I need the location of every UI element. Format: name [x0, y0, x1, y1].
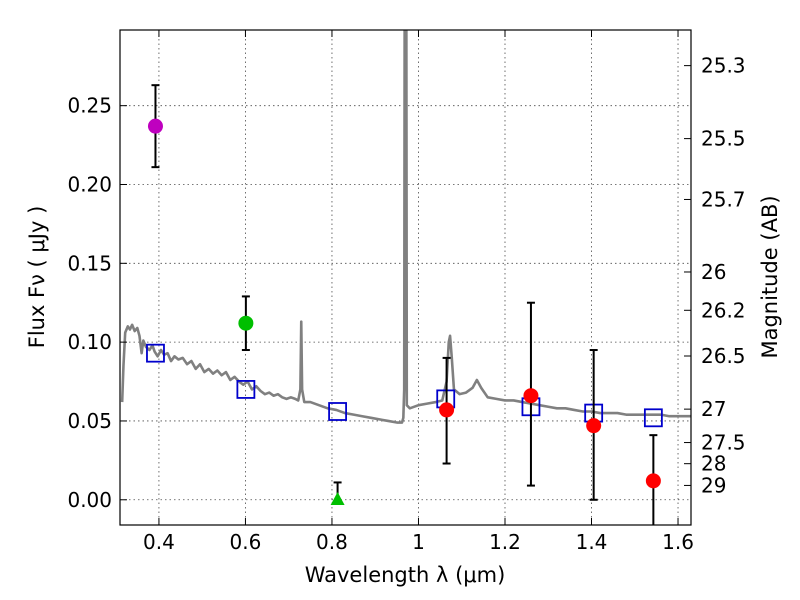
- right-tick-label: 27: [701, 397, 726, 421]
- y-axis-label: Flux Fν ( μJy ): [25, 206, 49, 349]
- x-tick-label: 1.4: [576, 530, 608, 554]
- right-tick-label: 25.7: [701, 187, 746, 211]
- x-axis-label: Wavelength λ (μm): [305, 563, 506, 587]
- x-tick-label: 0.8: [316, 530, 348, 554]
- y-tick-label: 0.00: [67, 488, 112, 512]
- ticks-layer: 0.4 0.6 0.8 1 1.2 1.4 1.6 0.00 0.05 0.10 0.15 0.20 0…: [67, 30, 746, 554]
- model-photometry-square: [643, 408, 663, 428]
- plot-frame: [119, 29, 692, 526]
- y-right-axis-label: Magnitude (AB): [758, 195, 782, 358]
- observed-point: [238, 315, 254, 331]
- x-tick-label: 0.4: [143, 530, 175, 554]
- observed-point: [523, 388, 539, 404]
- right-tick-label: 27.5: [701, 431, 746, 455]
- grid-layer: [120, 30, 691, 525]
- points-layer: [146, 84, 663, 525]
- observed-point: [586, 418, 602, 434]
- y-tick-label: 0.20: [67, 172, 112, 196]
- x-tick-label: 1.6: [662, 530, 694, 554]
- y-tick-label: 0.25: [67, 94, 112, 118]
- x-tick-label: 1: [412, 530, 425, 554]
- x-tick-label: 0.6: [230, 530, 262, 554]
- x-tick-label: 1.2: [489, 530, 521, 554]
- right-tick-label: 26.5: [701, 344, 746, 368]
- model-photometry-square: [236, 380, 256, 399]
- y-tick-label: 0.05: [67, 409, 112, 433]
- right-tick-label: 26.2: [701, 298, 746, 322]
- model-photometry-square: [328, 402, 347, 421]
- right-tick-label: 25.5: [701, 127, 746, 151]
- right-tick-label: 26: [701, 260, 726, 284]
- right-tick-label: 28: [701, 452, 726, 476]
- right-tick-label: 29: [701, 473, 726, 497]
- observed-point: [147, 118, 163, 134]
- observed-triangle: [330, 491, 345, 505]
- y-tick-label: 0.15: [67, 251, 112, 275]
- sed-layer: [120, 30, 691, 424]
- right-tick-label: 25.3: [701, 54, 746, 78]
- y-tick-label: 0.10: [67, 330, 112, 354]
- sed-model-line: [120, 30, 691, 424]
- model-photometry-square: [146, 343, 165, 363]
- observed-point: [439, 402, 455, 418]
- observed-point: [645, 473, 661, 489]
